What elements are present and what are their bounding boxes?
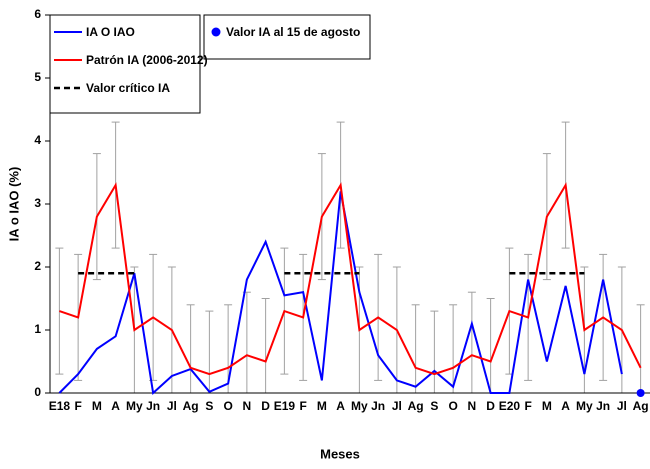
x-tick-label: F <box>299 399 306 413</box>
legend-label: IA O IAO <box>86 25 135 39</box>
x-tick-label: O <box>223 399 232 413</box>
legend-marker <box>211 27 221 37</box>
x-tick-label: Jn <box>596 399 610 413</box>
x-tick-label: Jl <box>617 399 627 413</box>
x-tick-label: My <box>576 399 593 413</box>
y-tick-label: 6 <box>34 7 41 21</box>
x-tick-label: Ag <box>633 399 649 413</box>
y-tick-label: 2 <box>34 259 41 273</box>
x-tick-label: Jn <box>146 399 160 413</box>
y-tick-label: 3 <box>34 196 41 210</box>
y-tick-label: 0 <box>34 385 41 399</box>
legend-label: Valor IA al 15 de agosto <box>226 25 360 39</box>
x-tick-label: M <box>92 399 102 413</box>
x-tick-label: D <box>486 399 495 413</box>
x-tick-label: Jn <box>371 399 385 413</box>
y-tick-label: 4 <box>34 133 41 147</box>
y-tick-label: 1 <box>34 322 41 336</box>
x-tick-label: M <box>542 399 552 413</box>
x-tick-label: S <box>205 399 213 413</box>
plot-area <box>55 121 645 393</box>
legend-box <box>203 14 371 60</box>
x-tick-label: Jl <box>167 399 177 413</box>
x-tick-label: Ag <box>408 399 424 413</box>
x-tick-label: S <box>430 399 438 413</box>
point <box>636 389 645 397</box>
x-tick-label: Jl <box>392 399 402 413</box>
x-tick-label: D <box>261 399 270 413</box>
x-tick-label: My <box>351 399 368 413</box>
x-tick-label: O <box>448 399 457 413</box>
x-tick-label: A <box>561 399 570 413</box>
legend-label: Patrón IA (2006-2012) <box>86 53 208 67</box>
x-tick-label: N <box>243 399 252 413</box>
y-tick-label: 5 <box>34 70 41 84</box>
legend-label: Valor crítico IA <box>86 81 170 95</box>
x-tick-label: E20 <box>499 399 521 413</box>
x-tick-label: Ag <box>183 399 199 413</box>
x-tick-label: E19 <box>274 399 296 413</box>
x-tick-label: A <box>111 399 120 413</box>
x-tick-label: N <box>468 399 477 413</box>
series-line <box>59 182 642 376</box>
x-tick-label: F <box>74 399 81 413</box>
x-tick-label: F <box>524 399 531 413</box>
x-axis-title: Meses <box>320 446 360 461</box>
y-axis-title: IA o IAO (%) <box>6 167 21 242</box>
x-tick-label: My <box>126 399 143 413</box>
x-tick-label: M <box>317 399 327 413</box>
x-tick-label: A <box>336 399 345 413</box>
x-tick-label: E18 <box>49 399 71 413</box>
